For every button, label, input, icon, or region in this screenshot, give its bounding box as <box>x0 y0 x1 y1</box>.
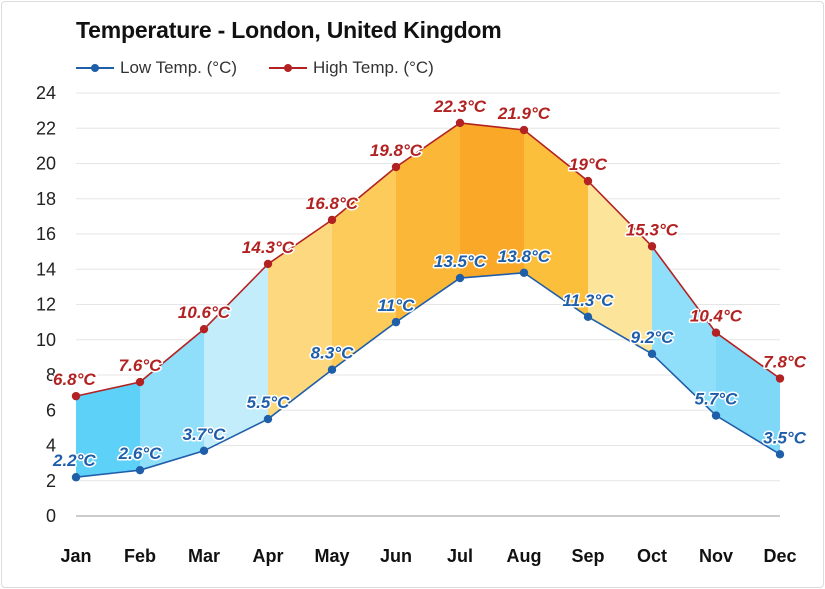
high-temp-point <box>455 118 465 128</box>
y-tick-label: 4 <box>46 436 56 456</box>
high-temp-label: 14.3°C <box>242 238 295 257</box>
low-temp-point <box>327 365 337 374</box>
x-tick-label: Jul <box>447 546 473 566</box>
high-temp-label: 19.8°C <box>370 141 423 160</box>
high-temp-label: 19°C <box>569 155 608 174</box>
high-temp-point <box>583 176 593 186</box>
high-temp-label: 7.6°C <box>119 356 162 375</box>
temperature-band <box>396 122 460 323</box>
temperature-band <box>76 382 140 478</box>
high-temp-point <box>391 162 401 172</box>
x-tick-label: Nov <box>699 546 733 566</box>
low-temp-point <box>263 414 273 424</box>
low-temp-label: 13.5°C <box>434 252 487 271</box>
high-temp-line <box>75 122 781 397</box>
low-temp-point <box>199 446 209 455</box>
high-temp-point <box>711 328 721 337</box>
x-tick-label: Sep <box>571 546 604 566</box>
low-temp-point <box>711 411 721 420</box>
low-temp-point <box>391 317 401 327</box>
low-temp-point <box>71 473 81 482</box>
low-temp-label: 11.3°C <box>563 291 615 310</box>
y-tick-label: 24 <box>36 83 56 103</box>
high-temp-label: 10.6°C <box>178 303 231 322</box>
high-temp-label: 6.8°C <box>53 370 96 389</box>
temperature-band <box>204 263 268 451</box>
y-tick-label: 8 <box>46 365 56 385</box>
temperature-band <box>652 246 716 416</box>
low-temp-label: 5.7°C <box>695 390 738 409</box>
low-temp-label: 2.6°C <box>118 444 162 463</box>
x-tick-label: Oct <box>637 546 667 566</box>
low-temp-label: 11°C <box>378 296 415 315</box>
high-temp-label: 22.3°C <box>433 97 487 116</box>
low-temp-label: 5.5°C <box>247 393 290 412</box>
high-temp-point <box>647 242 657 251</box>
y-tick-label: 14 <box>36 259 56 279</box>
y-tick-label: 10 <box>36 330 56 350</box>
y-tick-label: 12 <box>36 295 56 315</box>
high-temp-label: 10.4°C <box>690 307 743 326</box>
chart-title: Temperature - London, United Kingdom <box>76 17 502 43</box>
low-temp-label: 13.8°C <box>498 247 551 266</box>
low-temp-point <box>583 312 593 322</box>
y-tick-label: 22 <box>36 118 56 138</box>
x-tick-label: Feb <box>124 546 156 566</box>
low-temp-label: 3.7°C <box>183 425 226 444</box>
low-temp-label: 8.3°C <box>311 344 354 363</box>
temperature-band <box>588 181 652 354</box>
legend-item-high[interactable]: High Temp. (°C) <box>269 58 434 78</box>
high-temp-point <box>327 215 337 225</box>
legend-label-high: High Temp. (°C) <box>313 58 434 77</box>
x-tick-label: Jan <box>60 546 91 566</box>
y-tick-label: 2 <box>46 471 56 491</box>
temperature-band <box>332 167 396 370</box>
high-temp-point <box>519 125 529 135</box>
high-temp-point <box>135 377 145 387</box>
legend-item-low[interactable]: Low Temp. (°C) <box>76 58 237 78</box>
low-temp-point <box>455 273 465 283</box>
low-temp-point <box>519 268 529 277</box>
high-temp-label: 15.3°C <box>626 220 679 239</box>
low-temp-point <box>647 349 657 359</box>
legend-swatch-high <box>269 58 308 78</box>
x-tick-label: Aug <box>507 546 542 566</box>
y-tick-label: 16 <box>36 224 56 244</box>
y-tick-label: 18 <box>36 189 56 209</box>
legend-swatch-low <box>76 58 114 78</box>
low-temp-point <box>775 450 785 459</box>
legend-label-low: Low Temp. (°C) <box>120 58 238 77</box>
x-tick-label: Jun <box>380 546 412 566</box>
temperature-band <box>268 219 332 420</box>
high-temp-label: 7.8°C <box>763 353 806 372</box>
x-tick-label: Dec <box>763 546 796 566</box>
high-temp-label: 16.8°C <box>306 194 359 213</box>
low-temp-label: 9.2°C <box>631 328 674 347</box>
y-tick-label: 0 <box>46 506 56 526</box>
low-temp-label: 2.2°C <box>52 451 96 470</box>
chart-legend: Low Temp. (°C) High Temp. (°C) <box>76 56 466 80</box>
high-temp-point <box>775 374 785 383</box>
high-temp-point <box>263 259 273 269</box>
x-tick-label: Apr <box>253 546 284 566</box>
y-tick-label: 20 <box>36 154 56 174</box>
low-temp-label: 3.5°C <box>763 428 806 447</box>
temperature-band <box>140 329 204 471</box>
high-temp-point <box>71 391 81 401</box>
y-tick-label: 6 <box>46 400 56 420</box>
temperature-band <box>524 130 588 317</box>
temperature-band <box>716 332 780 455</box>
x-tick-label: Mar <box>188 546 220 566</box>
low-temp-point <box>135 465 145 475</box>
high-temp-point <box>199 324 209 334</box>
x-tick-label: May <box>314 546 349 566</box>
high-temp-label: 21.9°C <box>497 104 551 123</box>
temperature-band <box>460 122 524 279</box>
low-temp-line <box>75 271 781 479</box>
